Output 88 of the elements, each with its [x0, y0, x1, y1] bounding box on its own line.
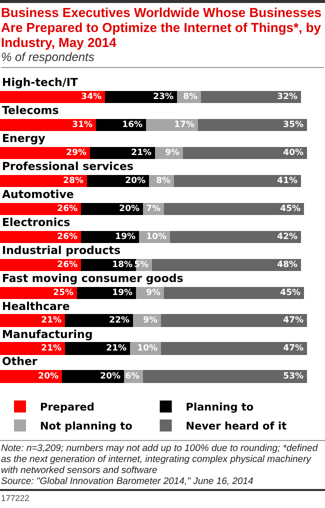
data-label: 53%	[283, 372, 304, 382]
bar	[161, 314, 307, 327]
bar	[0, 287, 77, 299]
data-label: 10%	[146, 232, 167, 242]
bar	[183, 147, 307, 159]
data-label: 21%	[106, 344, 127, 354]
data-label: 18%	[112, 260, 133, 270]
data-label: 21%	[41, 344, 62, 354]
bar	[161, 342, 307, 355]
bar	[0, 147, 90, 159]
bar	[0, 175, 87, 187]
data-label: 9%	[165, 148, 180, 158]
bar	[174, 175, 301, 187]
y-tick-label: Industrial products	[2, 244, 121, 257]
bar	[0, 259, 81, 271]
bar	[170, 231, 301, 243]
data-label: 32%	[277, 92, 298, 102]
data-label: 35%	[283, 120, 304, 130]
bar	[0, 203, 81, 215]
y-tick-label: High-tech/IT	[2, 76, 78, 89]
data-label: 21%	[131, 148, 152, 158]
data-label: 42%	[277, 232, 298, 242]
data-label: 48%	[277, 260, 298, 270]
bar	[0, 231, 81, 243]
bar	[201, 91, 301, 103]
text: Note: n=3,209; numbers may not add up to 100% due to rounding; *defined as the next generation of internet, integrating complex physical machinery with networked sensors and software	[1, 443, 319, 476]
bar	[0, 119, 96, 131]
bar	[152, 259, 301, 271]
bar	[105, 91, 177, 103]
y-tick-label: Professional services	[2, 160, 134, 173]
data-label: 40%	[283, 148, 304, 158]
bar	[65, 342, 130, 355]
legend-label: Prepared	[40, 402, 94, 414]
bar	[0, 314, 65, 327]
y-tick-label: Fast moving consumer goods	[2, 272, 184, 285]
data-label: 20%	[119, 204, 140, 214]
data-label: 26%	[57, 260, 78, 270]
y-tick-label: Electronics	[2, 216, 71, 229]
data-label: 8%	[183, 92, 198, 102]
data-label: 9%	[143, 316, 158, 326]
data-label: 20%	[125, 176, 146, 186]
data-label: 45%	[280, 204, 301, 214]
data-label: 10%	[137, 344, 158, 354]
data-label: 7%	[146, 204, 161, 214]
data-label: 26%	[57, 204, 78, 214]
data-label: 28%	[63, 176, 84, 186]
chart-title: Business Executives Worldwide Whose Businesses Are Prepared to Optimize the Internet of Things*, by Industry, May 2014	[1, 5, 323, 50]
data-label: 9%	[146, 288, 161, 298]
data-label: 23%	[153, 92, 174, 102]
bar	[65, 314, 133, 327]
bar	[0, 91, 105, 103]
legend-label: Planning to	[186, 402, 254, 414]
data-label: 17%	[174, 120, 195, 130]
y-tick-label: Manufacturing	[2, 328, 93, 341]
bar	[164, 287, 304, 299]
bar	[143, 370, 307, 383]
data-label: 41%	[277, 176, 298, 186]
data-label: 16%	[122, 120, 143, 130]
data-label: 34%	[81, 92, 102, 102]
data-label: 21%	[41, 316, 62, 326]
data-label: 29%	[66, 148, 87, 158]
chart-subtitle: % of respondents	[1, 50, 324, 68]
data-label: 47%	[283, 316, 304, 326]
bar	[198, 119, 307, 131]
data-label: 45%	[280, 288, 301, 298]
legend-label: Not planning to	[40, 420, 132, 433]
data-label: 22%	[109, 316, 130, 326]
data-label: 31%	[72, 120, 93, 130]
y-tick-label: Other	[2, 355, 38, 368]
data-label: 6%	[125, 372, 140, 382]
data-label: 20%	[38, 372, 59, 382]
y-tick-label: Telecoms	[2, 104, 60, 117]
bar	[0, 342, 65, 355]
y-tick-label: Automotive	[2, 188, 74, 201]
text: 177222	[1, 493, 30, 503]
data-label: 26%	[57, 232, 78, 242]
source-note: Source: "Global Innovation Barometer 2014," June 16, 2014	[1, 476, 254, 487]
y-tick-label: Healthcare	[2, 300, 70, 313]
data-label: 47%	[283, 344, 304, 354]
data-label: 20%	[100, 372, 121, 382]
data-label: 19%	[115, 232, 136, 242]
bar	[164, 203, 304, 215]
data-label: 25%	[53, 288, 74, 298]
legend-label: Never heard of it	[186, 420, 287, 433]
data-label: 8%	[156, 176, 171, 186]
bar	[90, 147, 155, 159]
y-tick-label: Energy	[2, 132, 46, 145]
data-label: 19%	[112, 288, 133, 298]
